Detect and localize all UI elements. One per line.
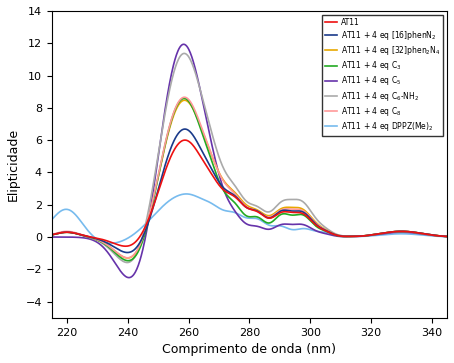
AT11 + 4 eq [32]phen$_2$N$_4$: [73, 231, 79, 236]
Line: AT11 + 4 eq DPPZ(Me)$_2$: AT11 + 4 eq DPPZ(Me)$_2$: [52, 194, 447, 243]
X-axis label: Comprimento de onda (nm): Comprimento de onda (nm): [163, 343, 336, 356]
Line: AT11 + 4 eq C$_6$-NH$_2$: AT11 + 4 eq C$_6$-NH$_2$: [52, 53, 447, 262]
AT11 + 4 eq [32]phen$_2$N$_4$: [49, 233, 54, 237]
Line: AT11 + 4 eq C$_3$: AT11 + 4 eq C$_3$: [52, 98, 447, 261]
AT11 + 4 eq C$_6$-NH$_2$: [290, 197, 296, 201]
Line: AT11 + 4 eq [16]phenN$_2$: AT11 + 4 eq [16]phenN$_2$: [52, 129, 447, 253]
AT11 + 4 eq [32]phen$_2$N$_4$: [182, 98, 187, 102]
AT11 + 4 eq C$_5$: [126, 276, 132, 280]
AT11 + 4 eq C$_8$: [444, 234, 450, 238]
AT11 + 4 eq C$_6$-NH$_2$: [302, 201, 307, 205]
AT11 + 4 eq C$_5$: [73, 235, 79, 240]
AT11 + 4 eq [16]phenN$_2$: [73, 231, 79, 236]
AT11 + 4 eq C$_6$-NH$_2$: [182, 51, 187, 56]
AT11 + 4 eq C$_3$: [444, 234, 450, 238]
AT11 + 4 eq [16]phenN$_2$: [390, 230, 396, 234]
Line: AT11 + 4 eq [32]phen$_2$N$_4$: AT11 + 4 eq [32]phen$_2$N$_4$: [52, 100, 447, 258]
Line: AT11 + 4 eq C$_5$: AT11 + 4 eq C$_5$: [52, 44, 447, 278]
AT11 + 4 eq [16]phenN$_2$: [350, 234, 355, 238]
AT11 + 4 eq [16]phenN$_2$: [49, 233, 54, 237]
AT11 + 4 eq C$_8$: [125, 256, 130, 260]
AT11 + 4 eq C$_3$: [73, 231, 79, 236]
AT11 + 4 eq C$_3$: [280, 212, 285, 216]
AT11: [350, 234, 355, 238]
AT11 + 4 eq DPPZ(Me)$_2$: [444, 234, 450, 239]
AT11 + 4 eq C$_6$-NH$_2$: [390, 230, 396, 234]
AT11 + 4 eq C$_5$: [290, 222, 296, 227]
AT11 + 4 eq DPPZ(Me)$_2$: [280, 224, 285, 228]
AT11: [182, 138, 188, 142]
AT11 + 4 eq C$_8$: [73, 231, 79, 235]
AT11 + 4 eq C$_5$: [280, 222, 285, 227]
AT11: [73, 231, 79, 236]
AT11 + 4 eq C$_5$: [49, 235, 54, 239]
AT11 + 4 eq [32]phen$_2$N$_4$: [444, 234, 450, 238]
AT11 + 4 eq [16]phenN$_2$: [290, 209, 296, 213]
AT11 + 4 eq [16]phenN$_2$: [444, 234, 450, 238]
AT11 + 4 eq C$_3$: [182, 96, 187, 101]
AT11 + 4 eq C$_8$: [49, 232, 54, 237]
AT11 + 4 eq C$_6$-NH$_2$: [444, 234, 450, 238]
AT11 + 4 eq DPPZ(Me)$_2$: [350, 234, 355, 238]
AT11 + 4 eq C$_8$: [350, 234, 355, 238]
AT11 + 4 eq [16]phenN$_2$: [302, 211, 307, 215]
AT11 + 4 eq C$_5$: [302, 223, 307, 227]
AT11 + 4 eq C$_6$-NH$_2$: [125, 260, 130, 265]
AT11 + 4 eq C$_6$-NH$_2$: [49, 233, 54, 237]
AT11 + 4 eq DPPZ(Me)$_2$: [183, 192, 189, 196]
AT11: [123, 244, 128, 248]
Legend: AT11, AT11 + 4 eq [16]phenN$_2$, AT11 + 4 eq [32]phen$_2$N$_4$, AT11 + 4 eq C$_3: AT11, AT11 + 4 eq [16]phenN$_2$, AT11 + …: [322, 15, 443, 136]
AT11 + 4 eq DPPZ(Me)$_2$: [290, 228, 296, 232]
AT11 + 4 eq C$_5$: [181, 42, 187, 46]
AT11 + 4 eq [16]phenN$_2$: [182, 127, 188, 131]
AT11 + 4 eq C$_5$: [444, 234, 450, 239]
AT11 + 4 eq [32]phen$_2$N$_4$: [350, 234, 355, 238]
AT11 + 4 eq C$_8$: [280, 207, 285, 212]
AT11 + 4 eq C$_6$-NH$_2$: [73, 231, 79, 236]
AT11 + 4 eq C$_6$-NH$_2$: [350, 234, 355, 238]
AT11 + 4 eq DPPZ(Me)$_2$: [73, 213, 79, 217]
AT11 + 4 eq [32]phen$_2$N$_4$: [302, 208, 307, 213]
AT11 + 4 eq C$_3$: [350, 234, 355, 238]
AT11 + 4 eq C$_5$: [390, 231, 396, 235]
AT11 + 4 eq C$_3$: [49, 233, 54, 237]
AT11 + 4 eq C$_6$-NH$_2$: [280, 199, 285, 203]
AT11: [290, 210, 296, 215]
AT11: [280, 210, 285, 214]
AT11 + 4 eq C$_3$: [125, 258, 131, 263]
Line: AT11: AT11: [52, 140, 447, 246]
AT11 + 4 eq DPPZ(Me)$_2$: [390, 232, 396, 236]
AT11 + 4 eq [16]phenN$_2$: [280, 208, 285, 213]
AT11 + 4 eq DPPZ(Me)$_2$: [302, 227, 307, 231]
AT11 + 4 eq [32]phen$_2$N$_4$: [280, 206, 285, 210]
AT11: [49, 233, 54, 237]
Y-axis label: Elipticidade: Elipticidade: [7, 128, 20, 201]
AT11 + 4 eq [16]phenN$_2$: [125, 250, 130, 255]
AT11 + 4 eq DPPZ(Me)$_2$: [49, 217, 54, 222]
AT11: [302, 212, 307, 217]
AT11 + 4 eq C$_3$: [390, 230, 396, 234]
AT11 + 4 eq C$_8$: [302, 209, 307, 214]
Line: AT11 + 4 eq C$_8$: AT11 + 4 eq C$_8$: [52, 97, 447, 258]
AT11 + 4 eq [32]phen$_2$N$_4$: [125, 256, 130, 260]
AT11 + 4 eq C$_8$: [182, 95, 187, 99]
AT11: [390, 230, 396, 234]
AT11 + 4 eq [32]phen$_2$N$_4$: [390, 230, 396, 234]
AT11 + 4 eq C$_5$: [350, 234, 355, 239]
AT11 + 4 eq DPPZ(Me)$_2$: [108, 241, 114, 245]
AT11 + 4 eq [32]phen$_2$N$_4$: [290, 205, 296, 209]
AT11 + 4 eq C$_3$: [302, 213, 307, 218]
AT11 + 4 eq C$_8$: [390, 230, 396, 234]
AT11: [444, 234, 450, 238]
AT11 + 4 eq C$_3$: [290, 213, 296, 217]
AT11 + 4 eq C$_8$: [290, 207, 296, 211]
